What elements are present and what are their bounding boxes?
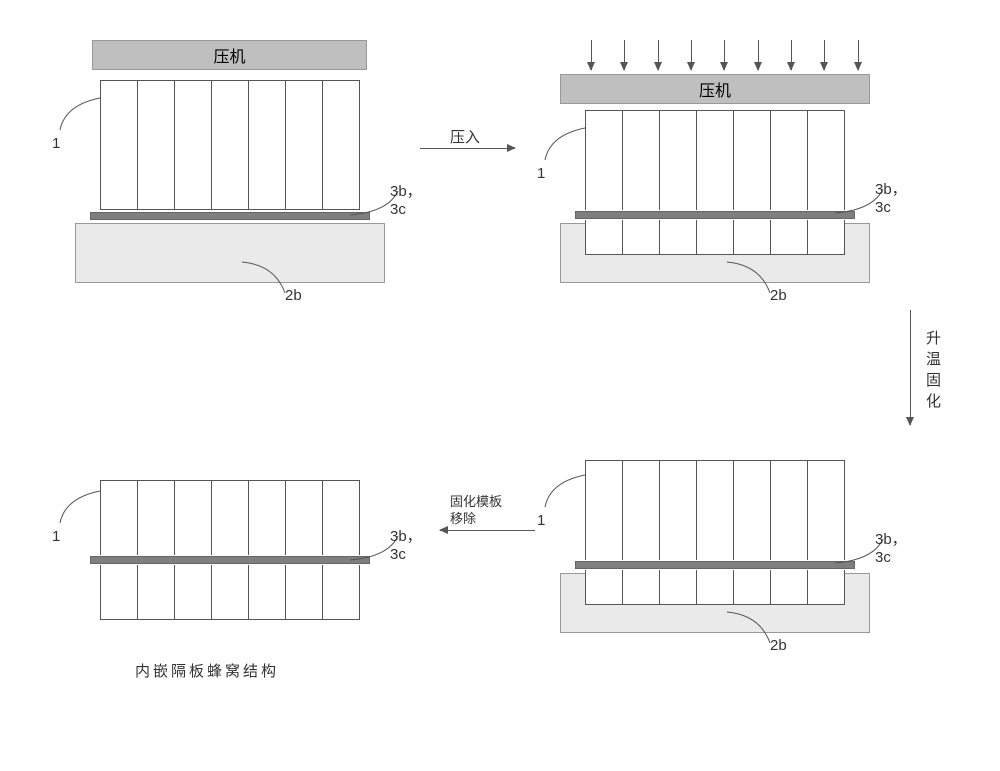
press-label: 压机	[213, 43, 245, 67]
honeycomb-block-top	[585, 460, 845, 560]
ref-label-1: 1	[52, 528, 60, 545]
leader-1	[55, 488, 105, 528]
leader-1	[540, 125, 590, 165]
arrow-step2-to-step3	[910, 310, 911, 425]
honeycomb-block	[100, 80, 360, 210]
honeycomb-block-bot	[100, 565, 360, 620]
press-label: 压机	[699, 77, 731, 101]
ref-label-1: 1	[52, 135, 60, 152]
ref-label-3bc: 3b，3c	[390, 180, 422, 218]
honeycomb-block-bot	[585, 220, 845, 255]
press-bar: 压机	[92, 40, 367, 70]
step-label-cure: 升温固化	[922, 330, 943, 414]
honeycomb-block-bot	[585, 570, 845, 605]
ref-label-3bc: 3b，3c	[875, 178, 907, 216]
ref-label-2b: 2b	[770, 637, 787, 654]
pressure-arrows	[575, 40, 875, 70]
ref-label-2b: 2b	[770, 287, 787, 304]
honeycomb-block-top	[100, 480, 360, 555]
ref-label-3bc: 3b，3c	[390, 525, 422, 563]
ref-label-1: 1	[537, 512, 545, 529]
prepreg-layer	[90, 212, 370, 220]
prepreg-layer	[575, 211, 855, 219]
honeycomb-block-top	[585, 110, 845, 210]
arrow-step1-to-step2	[420, 148, 515, 149]
prepreg-layer	[575, 561, 855, 569]
mold-block	[75, 223, 385, 283]
press-bar: 压机	[560, 74, 870, 104]
step-label-remove: 固化模板移除	[450, 494, 502, 528]
leader-1	[55, 95, 105, 135]
ref-label-3bc: 3b，3c	[875, 528, 907, 566]
ref-label-1: 1	[537, 165, 545, 182]
prepreg-layer	[90, 556, 370, 564]
final-title: 内嵌隔板蜂窝结构	[135, 660, 279, 681]
arrow-step3-to-step4	[440, 530, 535, 531]
ref-label-2b: 2b	[285, 287, 302, 304]
step-label-pressin: 压入	[450, 126, 480, 147]
diagram-canvas: 压机 1 3b，3c 2b 压入 压机 1	[40, 40, 960, 731]
leader-1	[540, 472, 590, 512]
step-label-remove-text: 固化模板移除	[450, 494, 502, 526]
